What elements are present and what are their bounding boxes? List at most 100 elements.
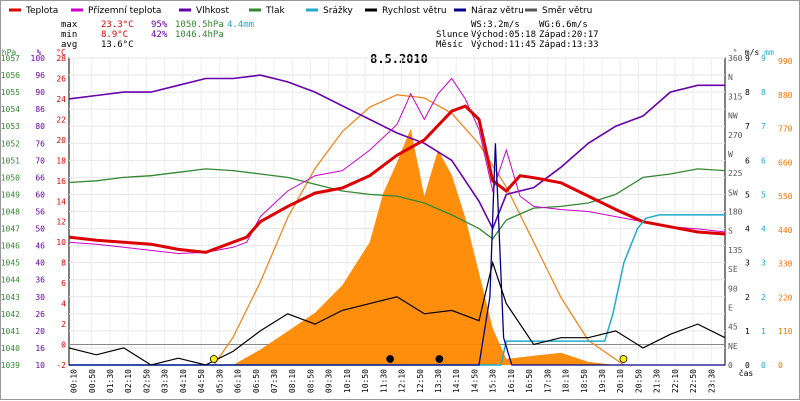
series-tlak — [68, 168, 726, 240]
tick-label-dir: 270 — [728, 131, 743, 140]
tick-label-pct: 60 — [35, 190, 45, 199]
tick-label-time: 10:10 — [343, 369, 352, 393]
x-axis-label: čas — [739, 368, 754, 378]
event-marker — [386, 355, 395, 363]
stat-min-press: 1046.4hPa — [175, 30, 224, 40]
series-vlhkost — [68, 74, 725, 231]
tick-label-pct: 96 — [35, 71, 45, 80]
tick-label-hpa: 1050 — [1, 173, 20, 182]
tick-label-hpa: 1043 — [1, 293, 20, 302]
tick-label-pct: 16 — [35, 344, 45, 353]
tick-label-time: 23:30 — [707, 369, 716, 393]
tick-label-time: 00:50 — [88, 369, 97, 393]
tick-label-hpa: 1049 — [1, 190, 20, 199]
tick-label-pct: 36 — [35, 276, 45, 285]
tick-label-pct: 26 — [35, 310, 45, 319]
tick-label-ms: 8 — [745, 88, 750, 97]
tick-label-temp: -2 — [56, 361, 66, 370]
tick-label-time: 22:50 — [689, 369, 698, 393]
stat-max-rain: 4.4mm — [227, 20, 254, 30]
tick-label-mm: 4 — [761, 225, 766, 234]
tick-label-time: 20:50 — [634, 369, 643, 393]
tick-label-solar: 330 — [778, 260, 793, 269]
tick-label-mm: 9 — [761, 54, 766, 63]
series-theoretical-radiation — [213, 94, 625, 366]
axis-unit-hpa: hPa — [2, 48, 17, 57]
tick-label-time: 14:50 — [470, 369, 479, 393]
tick-label-temp: 14 — [56, 197, 66, 206]
tick-label-time: 19:30 — [598, 369, 607, 393]
tick-label-ms: 1 — [745, 327, 750, 336]
chart-title: 8.5.2010 — [370, 52, 428, 66]
series-naraz-vetru — [69, 143, 725, 366]
tick-label-hpa: 1053 — [1, 122, 20, 131]
tick-label-time: 07:30 — [270, 369, 279, 393]
tick-label-solar: 220 — [778, 293, 793, 302]
tick-label-solar: 440 — [778, 226, 793, 235]
tick-label-ms: 3 — [745, 259, 750, 268]
axis-unit-ms: m/s — [745, 48, 760, 57]
tick-label-pct: 70 — [35, 156, 45, 165]
tick-label-pct: 80 — [35, 122, 45, 131]
tick-label-temp: 0 — [61, 341, 66, 350]
tick-label-mm: 6 — [761, 156, 766, 165]
tick-label-time: 12:10 — [398, 369, 407, 393]
tick-label-hpa: 1048 — [1, 208, 20, 217]
stat-min-hum: 42% — [151, 30, 168, 40]
tick-label-mm: 1 — [761, 327, 766, 336]
tick-label-hpa: 1044 — [1, 276, 20, 285]
tick-label-time: 12:50 — [416, 369, 425, 393]
tick-label-pct: 10 — [35, 361, 45, 370]
tick-label-dir: 315 — [728, 92, 743, 101]
tick-label-dir: W — [728, 150, 733, 159]
tick-label-solar: 0 — [778, 361, 783, 370]
tick-label-temp: 2 — [61, 320, 66, 329]
tick-label-solar: 110 — [778, 327, 793, 336]
moon-label: Měsíc — [436, 40, 463, 50]
tick-label-ms: 0 — [745, 361, 750, 370]
legend-label: Teplota — [25, 6, 58, 16]
stat-max-hum: 95% — [151, 20, 168, 30]
tick-label-time: 08:50 — [306, 369, 315, 393]
tick-label-time: 16:10 — [507, 369, 516, 393]
tick-label-temp: 28 — [56, 54, 66, 63]
tick-label-time: 06:50 — [252, 369, 261, 393]
tick-label-temp: 8 — [61, 259, 66, 268]
tick-label-pct: 76 — [35, 139, 45, 148]
sun-label: Slunce — [436, 30, 469, 40]
tick-label-dir: 90 — [728, 284, 738, 293]
legend-label: Přízemní teplota — [88, 6, 161, 16]
event-marker — [435, 355, 444, 363]
tick-label-time: 02:50 — [142, 369, 151, 393]
tick-label-dir: SW — [728, 188, 738, 197]
tick-label-dir: 180 — [728, 208, 743, 217]
legend-label: Směr větru — [542, 6, 592, 16]
tick-label-time: 02:10 — [124, 369, 133, 393]
tick-label-pct: 66 — [35, 173, 45, 182]
tick-label-hpa: 1040 — [1, 344, 20, 353]
tick-label-mm: 2 — [761, 293, 766, 302]
tick-label-dir: SE — [728, 265, 738, 274]
tick-label-temp: 12 — [56, 218, 66, 227]
tick-label-hpa: 1042 — [1, 310, 20, 319]
moon-rise: Východ:11:45 — [471, 40, 536, 50]
tick-label-time: 21:30 — [653, 369, 662, 393]
tick-label-pct: 86 — [35, 105, 45, 114]
tick-label-hpa: 1047 — [1, 225, 20, 234]
tick-label-solar: 660 — [778, 158, 793, 167]
tick-label-dir: NE — [728, 342, 738, 351]
tick-label-temp: 22 — [56, 115, 66, 124]
axis-unit-dir: ° — [733, 48, 738, 57]
tick-label-mm: 5 — [761, 190, 766, 199]
tick-label-pct: 46 — [35, 242, 45, 251]
solar-area — [233, 128, 616, 365]
series-srazky — [69, 214, 725, 366]
tick-label-pct: 30 — [35, 293, 45, 302]
tick-label-temp: 16 — [56, 177, 66, 186]
tick-label-time: 13:30 — [434, 369, 443, 393]
tick-label-mm: 8 — [761, 88, 766, 97]
axis-unit-temp: °C — [56, 48, 66, 57]
tick-label-dir: NW — [728, 112, 738, 121]
